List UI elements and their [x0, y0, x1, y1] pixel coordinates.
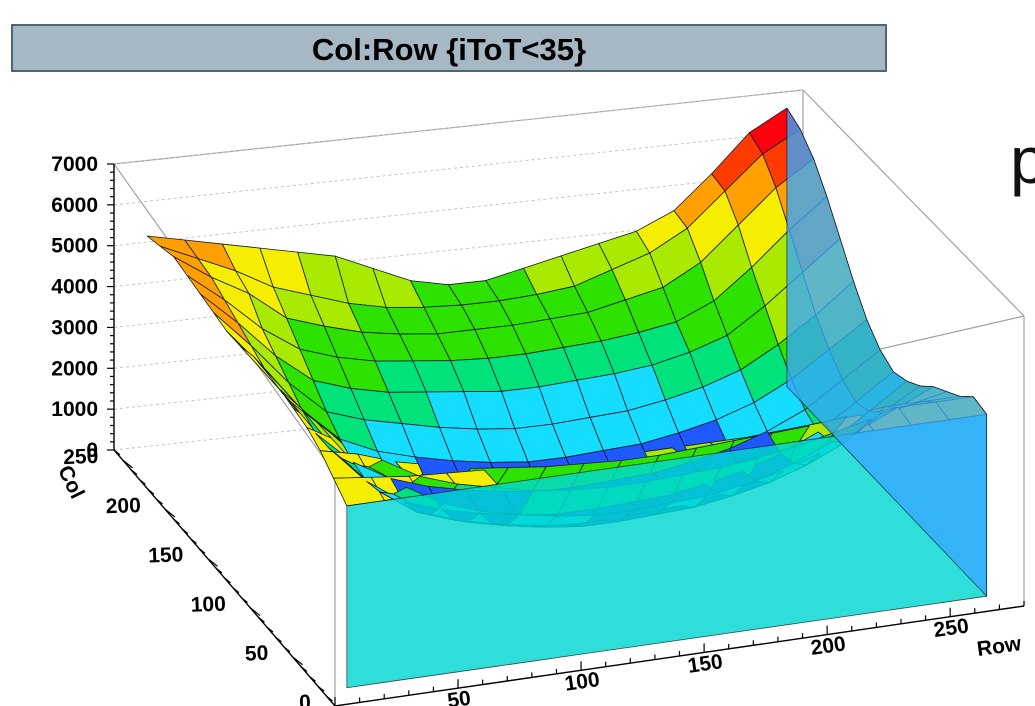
z-tick-label: 5000	[51, 235, 98, 258]
y-tick	[232, 587, 240, 594]
surface-right-wall	[786, 107, 988, 597]
x-tick-label: 200	[809, 632, 847, 660]
y-tick	[156, 498, 163, 505]
y-tick	[249, 607, 261, 617]
y-tick-label: 200	[105, 494, 141, 518]
z-tick-label: 6000	[51, 194, 98, 217]
y-tick-label: 50	[245, 642, 269, 666]
y-tick	[173, 518, 180, 525]
y-tick	[190, 538, 197, 544]
y-tick	[139, 479, 146, 485]
axis-lines	[107, 163, 1025, 706]
y-tick	[198, 547, 206, 554]
x-tick-label: 50	[446, 687, 472, 706]
y-tick	[130, 469, 138, 475]
y-tick	[113, 449, 121, 456]
y-tick	[224, 577, 231, 584]
y-tick	[283, 646, 291, 653]
y-tick	[122, 459, 133, 469]
z-tick-label: 1000	[51, 398, 98, 421]
y-tick-label: 250	[63, 445, 99, 469]
x-tick-label: 150	[686, 650, 724, 678]
z-grid-line	[113, 89, 804, 165]
z-tick-label: 3000	[51, 316, 98, 339]
y-tick	[147, 488, 155, 495]
side-letter: p	[1010, 123, 1035, 197]
y-tick-label: 150	[148, 543, 184, 567]
y-tick	[317, 685, 325, 692]
z-tick-label: 4000	[51, 276, 98, 299]
z-tick-label: 0	[86, 439, 98, 462]
y-tick	[181, 528, 189, 535]
y-tick	[258, 616, 265, 623]
z-tick-label: 7000	[51, 153, 98, 176]
z-tick-label: 2000	[51, 357, 98, 380]
y-tick	[164, 508, 176, 518]
z-grid-line	[113, 130, 804, 206]
y-tick-label: 0	[299, 691, 311, 706]
surface-mesh	[146, 107, 988, 689]
y-tick	[215, 567, 223, 574]
chart-title-box	[11, 24, 887, 72]
frame-top-right	[802, 89, 1025, 317]
x-axis-title: Row	[976, 632, 1024, 661]
y-tick-label: 100	[190, 593, 226, 617]
chart-title: Col:Row {iToT<35}	[312, 32, 586, 67]
y-tick	[326, 695, 333, 702]
y-tick	[241, 597, 248, 603]
y-tick	[309, 675, 316, 682]
x-tick-label: 100	[563, 668, 601, 696]
y-tick	[207, 557, 218, 567]
x-tick-label: 250	[932, 614, 970, 642]
y-tick	[292, 656, 303, 666]
chart-title-group: Col:Row {iToT<35}	[11, 24, 887, 72]
z-grid-line	[113, 170, 804, 247]
y-tick	[266, 626, 274, 633]
y-tick	[300, 666, 308, 672]
y-tick	[275, 636, 282, 643]
axis-labels: 0 1000 2000 3000 4000 5000 6000 7000 0 50 100 150 20…	[51, 153, 1023, 706]
